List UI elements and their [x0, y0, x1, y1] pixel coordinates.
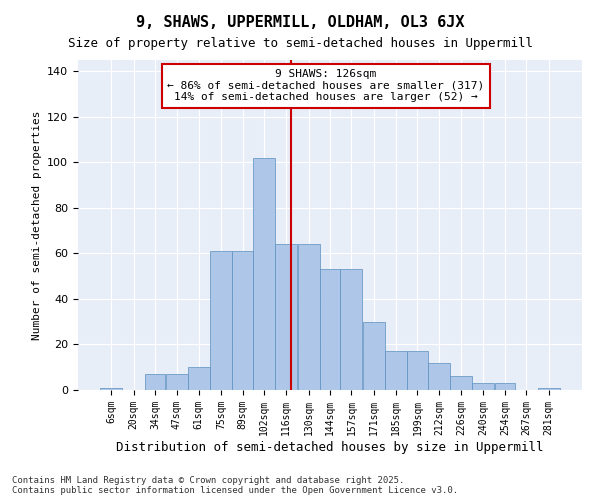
- Text: Contains HM Land Registry data © Crown copyright and database right 2025.
Contai: Contains HM Land Registry data © Crown c…: [12, 476, 458, 495]
- Text: 9 SHAWS: 126sqm
← 86% of semi-detached houses are smaller (317)
14% of semi-deta: 9 SHAWS: 126sqm ← 86% of semi-detached h…: [167, 69, 485, 102]
- Bar: [100, 388, 122, 390]
- Bar: [340, 270, 362, 390]
- Bar: [166, 374, 188, 390]
- Bar: [145, 374, 166, 390]
- Text: Size of property relative to semi-detached houses in Uppermill: Size of property relative to semi-detach…: [67, 38, 533, 51]
- Y-axis label: Number of semi-detached properties: Number of semi-detached properties: [32, 110, 41, 340]
- X-axis label: Distribution of semi-detached houses by size in Uppermill: Distribution of semi-detached houses by …: [116, 440, 544, 454]
- Bar: [494, 383, 515, 390]
- Bar: [298, 244, 320, 390]
- Bar: [407, 352, 428, 390]
- Bar: [320, 270, 340, 390]
- Bar: [428, 362, 450, 390]
- Bar: [538, 388, 560, 390]
- Text: 9, SHAWS, UPPERMILL, OLDHAM, OL3 6JX: 9, SHAWS, UPPERMILL, OLDHAM, OL3 6JX: [136, 15, 464, 30]
- Bar: [363, 322, 385, 390]
- Bar: [275, 244, 297, 390]
- Bar: [210, 251, 232, 390]
- Bar: [253, 158, 275, 390]
- Bar: [472, 383, 494, 390]
- Bar: [188, 367, 210, 390]
- Bar: [232, 251, 253, 390]
- Bar: [450, 376, 472, 390]
- Bar: [385, 352, 407, 390]
